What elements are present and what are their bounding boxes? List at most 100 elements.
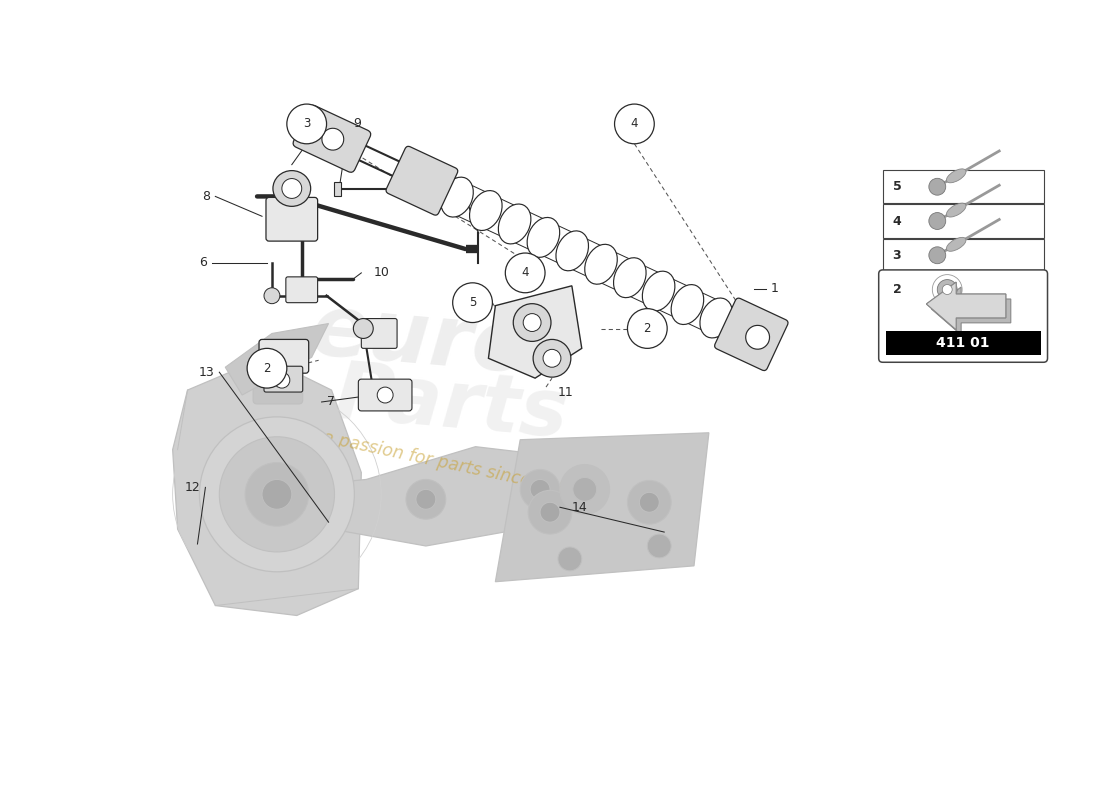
Circle shape (282, 178, 301, 198)
Ellipse shape (946, 169, 966, 182)
Text: euro: euro (307, 290, 535, 391)
Text: 6: 6 (199, 257, 208, 270)
Text: 8: 8 (202, 190, 210, 203)
Circle shape (505, 253, 544, 293)
FancyBboxPatch shape (253, 358, 302, 404)
Circle shape (928, 247, 946, 264)
Circle shape (543, 350, 561, 367)
Text: a passion for parts since 1985: a passion for parts since 1985 (321, 429, 581, 501)
Circle shape (322, 128, 343, 150)
Circle shape (928, 178, 946, 195)
Circle shape (245, 462, 309, 526)
Circle shape (524, 314, 541, 331)
FancyBboxPatch shape (361, 318, 397, 348)
Text: 14: 14 (572, 501, 587, 514)
Circle shape (540, 502, 560, 522)
Circle shape (530, 479, 550, 499)
Ellipse shape (946, 203, 966, 217)
Ellipse shape (556, 231, 588, 270)
Polygon shape (926, 282, 1005, 330)
Ellipse shape (441, 177, 473, 217)
Text: Parts: Parts (331, 356, 571, 454)
Text: 4: 4 (892, 214, 901, 227)
Circle shape (416, 490, 436, 510)
Text: 2: 2 (892, 283, 901, 296)
Polygon shape (926, 282, 1005, 330)
Ellipse shape (671, 285, 704, 325)
Circle shape (453, 283, 493, 322)
Text: 13: 13 (199, 366, 214, 378)
Circle shape (615, 104, 654, 144)
Circle shape (647, 534, 671, 558)
Ellipse shape (946, 238, 966, 251)
FancyBboxPatch shape (359, 379, 412, 411)
Circle shape (928, 213, 946, 230)
Polygon shape (495, 433, 708, 582)
FancyBboxPatch shape (264, 366, 303, 392)
Text: 411 01: 411 01 (936, 336, 990, 350)
Bar (882, 238, 1044, 272)
Ellipse shape (470, 190, 502, 230)
Ellipse shape (642, 271, 675, 311)
Text: 10: 10 (373, 266, 389, 279)
Ellipse shape (273, 170, 310, 206)
Circle shape (248, 348, 287, 388)
FancyBboxPatch shape (258, 339, 309, 373)
FancyBboxPatch shape (266, 198, 318, 241)
Text: 7: 7 (327, 395, 334, 409)
Circle shape (520, 470, 560, 510)
Text: 4: 4 (521, 266, 529, 279)
Ellipse shape (498, 204, 531, 244)
Circle shape (573, 478, 596, 502)
FancyBboxPatch shape (286, 277, 318, 302)
Bar (882, 170, 1044, 203)
Text: 2: 2 (263, 362, 271, 374)
Polygon shape (932, 287, 1011, 334)
Circle shape (937, 279, 957, 299)
Circle shape (264, 288, 279, 304)
Circle shape (353, 318, 373, 338)
Circle shape (534, 339, 571, 377)
Circle shape (274, 372, 289, 388)
Circle shape (560, 465, 609, 514)
Text: 5: 5 (892, 180, 901, 194)
Circle shape (262, 479, 292, 510)
Text: 11: 11 (558, 386, 574, 398)
Polygon shape (331, 446, 585, 546)
Text: 3: 3 (302, 118, 310, 130)
Bar (333, 182, 341, 197)
Polygon shape (488, 286, 582, 378)
Bar (882, 273, 1044, 306)
Polygon shape (226, 323, 329, 395)
Text: 1: 1 (770, 282, 779, 295)
Text: 4: 4 (630, 118, 638, 130)
Circle shape (514, 304, 551, 342)
Ellipse shape (527, 218, 560, 258)
Text: 3: 3 (892, 249, 901, 262)
Bar (882, 204, 1044, 238)
FancyBboxPatch shape (879, 270, 1047, 362)
FancyBboxPatch shape (386, 146, 458, 215)
Text: 9: 9 (353, 118, 361, 130)
Circle shape (627, 481, 671, 524)
Circle shape (627, 309, 668, 348)
Text: 12: 12 (185, 481, 200, 494)
Circle shape (219, 437, 334, 552)
FancyBboxPatch shape (715, 298, 788, 370)
Ellipse shape (614, 258, 646, 298)
Circle shape (377, 387, 393, 403)
Text: 2: 2 (644, 322, 651, 335)
Circle shape (287, 104, 327, 144)
Circle shape (199, 417, 354, 572)
Circle shape (639, 492, 659, 512)
Circle shape (528, 490, 572, 534)
Circle shape (558, 547, 582, 571)
Circle shape (406, 479, 446, 519)
Polygon shape (173, 358, 361, 615)
FancyBboxPatch shape (293, 106, 371, 172)
Circle shape (746, 326, 770, 350)
Ellipse shape (700, 298, 733, 338)
Bar (886, 331, 1041, 355)
Ellipse shape (585, 244, 617, 284)
Circle shape (943, 285, 953, 294)
